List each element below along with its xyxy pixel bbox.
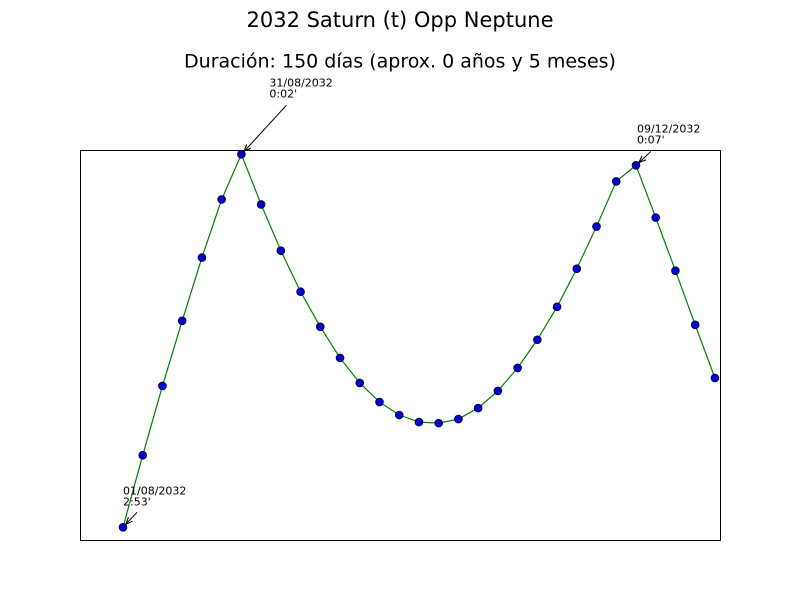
annotation-text: 2:53' [123, 495, 151, 508]
series-line [122, 152, 716, 528]
data-point [375, 397, 384, 407]
data-point [592, 222, 601, 231]
data-point [710, 373, 720, 383]
annotation-text: 31/08/2032 [269, 76, 332, 89]
annotation-arrow [244, 104, 287, 151]
data-point [493, 386, 503, 396]
annotation-text: 0:07' [637, 133, 665, 146]
chart-subtitle: Duración: 150 días (aprox. 0 años y 5 me… [184, 51, 616, 73]
data-point [256, 200, 266, 209]
data-point [454, 414, 463, 424]
data-point [177, 316, 187, 326]
data-point [394, 410, 404, 420]
data-point [552, 302, 562, 312]
data-point [572, 264, 582, 274]
annotation-text: 0:02' [269, 87, 297, 100]
data-point [355, 378, 365, 388]
data-point [611, 177, 621, 186]
data-point [651, 213, 661, 222]
annotation-arrow [639, 150, 652, 162]
chart-title: 2032 Saturn (t) Opp Neptune [246, 8, 553, 32]
annotation-text: 01/08/2032 [123, 484, 186, 497]
data-point [631, 161, 641, 170]
data-point [118, 523, 128, 532]
data-point [197, 253, 207, 262]
data-point [513, 363, 522, 373]
data-point [533, 335, 542, 345]
data-point [296, 287, 305, 297]
data-point [315, 322, 325, 332]
data-point [434, 418, 443, 428]
annotation-text: 09/12/2032 [637, 122, 700, 135]
annotation-arrow [126, 511, 138, 524]
plot-frame [80, 150, 721, 541]
data-point [138, 450, 148, 460]
data-point [276, 246, 286, 255]
data-point [690, 320, 700, 330]
data-point [158, 381, 167, 391]
data-point [217, 195, 226, 204]
data-point [671, 266, 680, 275]
data-point [335, 353, 345, 363]
data-point [237, 150, 246, 159]
data-point [473, 403, 483, 413]
data-point [414, 417, 424, 427]
